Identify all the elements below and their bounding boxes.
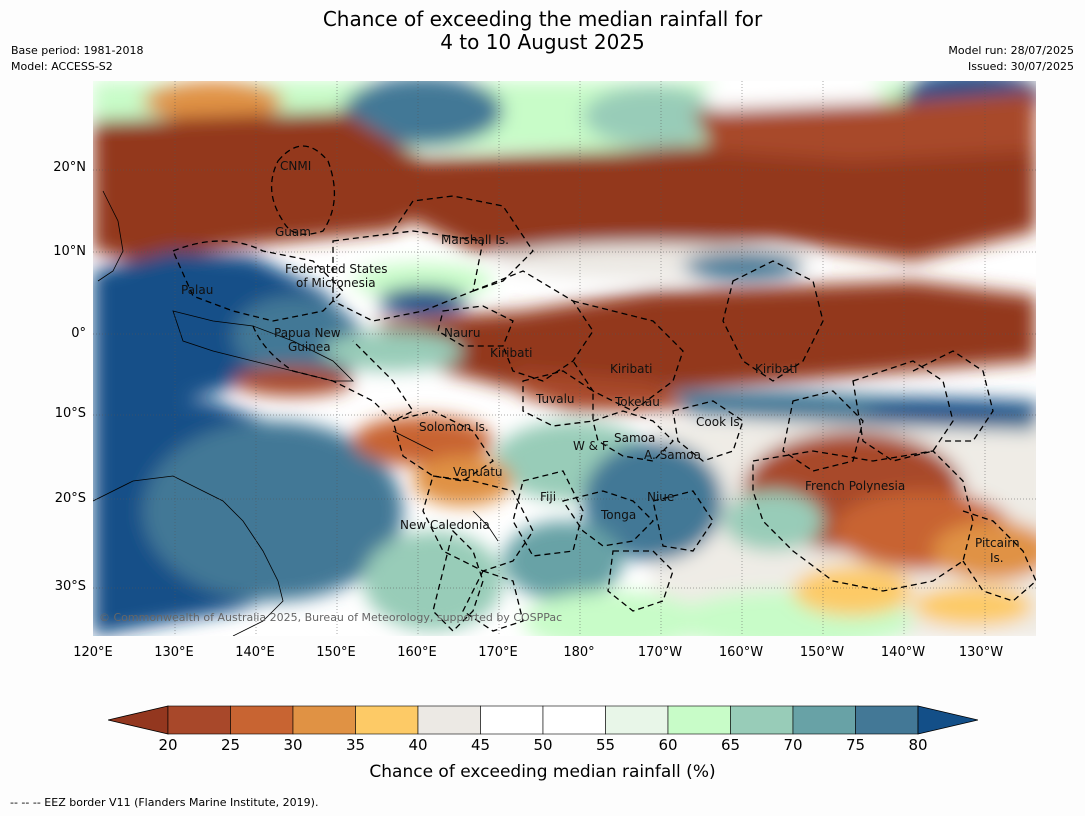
colorbar-tick: 80	[908, 736, 928, 754]
colorbar-swatch	[355, 705, 419, 735]
colorbar-tick: 25	[220, 736, 241, 754]
lon-tick-160w: 160°W	[718, 645, 764, 660]
label-cook-islands: Cook Is.	[696, 415, 743, 429]
colorbar-over-arrow	[917, 705, 979, 735]
colorbar-under-arrow	[107, 705, 169, 735]
label-pitcairn-line1: Pitcairn	[975, 536, 1020, 550]
label-guam: Guam	[275, 225, 311, 239]
colorbar-swatch	[667, 705, 731, 735]
colorbar-tick: 55	[595, 736, 616, 754]
colorbar-swatch	[292, 705, 356, 735]
probability-field	[93, 81, 1036, 636]
coastlines	[93, 190, 499, 636]
rainfall-map: CNMI Guam Marshall Is. Federated States …	[93, 81, 1036, 636]
label-vanuatu: Vanuatu	[453, 465, 503, 479]
colorbar-tick: 60	[658, 736, 678, 754]
colorbar-tick: 20	[158, 736, 178, 754]
colorbar	[107, 705, 979, 735]
colorbar-swatch	[417, 705, 481, 735]
map-title-line2: 4 to 10 August 2025	[440, 30, 645, 54]
colorbar-tick: 30	[283, 736, 303, 754]
model-run-label: Model run: 28/07/2025	[948, 44, 1074, 57]
colorbar-tick: 70	[783, 736, 803, 754]
colorbar-tick: 75	[845, 736, 866, 754]
colorbar-tick: 50	[533, 736, 553, 754]
label-kiribati-central: Kiribati	[610, 362, 652, 376]
label-pitcairn-line2: Is.	[990, 551, 1004, 565]
label-nauru: Nauru	[444, 326, 480, 340]
colorbar-tick: 45	[470, 736, 491, 754]
lon-tick-130w: 130°W	[958, 645, 1004, 660]
eez-footnote: -- -- -- EEZ border V11 (Flanders Marine…	[10, 796, 319, 809]
colorbar-swatch	[792, 705, 856, 735]
colorbar-swatch	[605, 705, 669, 735]
label-tonga: Tonga	[600, 508, 636, 522]
copyright-credit: © Commonwealth of Australia 2025, Bureau…	[99, 611, 562, 624]
label-french-polynesia: French Polynesia	[805, 479, 905, 493]
label-fsm-line1: Federated States	[285, 262, 387, 276]
label-niue: Niue	[647, 490, 674, 504]
label-solomon: Solomon Is.	[419, 420, 489, 434]
label-tuvalu: Tuvalu	[535, 392, 575, 406]
colorbar-tick: 35	[345, 736, 366, 754]
label-samoa: Samoa	[614, 431, 655, 445]
rainfall-map-svg: CNMI Guam Marshall Is. Federated States …	[93, 81, 1036, 636]
lon-tick-120e: 120°E	[73, 645, 113, 660]
lon-tick-140e: 140°E	[235, 645, 275, 660]
lon-tick-150w: 150°W	[799, 645, 845, 660]
colorbar-tick: 65	[720, 736, 741, 754]
lat-tick-equator: 0°	[71, 326, 86, 341]
colorbar-swatch	[730, 705, 794, 735]
label-new-caledonia: New Caledonia	[400, 518, 490, 532]
lon-tick-160e: 160°E	[397, 645, 437, 660]
colorbar-svg	[107, 705, 979, 735]
lon-tick-150e: 150°E	[316, 645, 356, 660]
lat-tick-30s: 30°S	[54, 579, 86, 594]
lon-tick-170w: 170°W	[637, 645, 683, 660]
label-wallis-futuna: W & F	[573, 439, 609, 453]
colorbar-label: Chance of exceeding median rainfall (%)	[369, 762, 716, 782]
lat-tick-20n: 20°N	[53, 160, 86, 175]
label-palau: Palau	[181, 283, 213, 297]
colorbar-swatch	[167, 705, 231, 735]
model-label: Model: ACCESS-S2	[11, 60, 113, 73]
label-kiribati-east: Kiribati	[755, 362, 797, 376]
lat-tick-10s: 10°S	[54, 406, 86, 421]
lat-tick-10n: 10°N	[53, 244, 86, 259]
map-title-line1: Chance of exceeding the median rainfall …	[322, 7, 763, 31]
lon-tick-140w: 140°W	[880, 645, 926, 660]
label-fsm-line2: of Micronesia	[296, 276, 376, 290]
lon-tick-170e: 170°E	[478, 645, 518, 660]
colorbar-swatch	[480, 705, 544, 735]
label-kiribati-west: Kiribati	[490, 346, 532, 360]
label-tokelau: Tokelau	[614, 395, 660, 409]
base-period-label: Base period: 1981-2018	[11, 44, 144, 57]
lon-tick-180: 180°	[563, 645, 595, 660]
label-png-line1: Papua New	[274, 326, 341, 340]
label-fiji: Fiji	[540, 490, 556, 504]
label-png-line2: Guinea	[288, 340, 331, 354]
colorbar-swatch	[855, 705, 919, 735]
issued-label: Issued: 30/07/2025	[967, 60, 1074, 73]
colorbar-tick: 40	[408, 736, 428, 754]
colorbar-swatch	[542, 705, 606, 735]
eez-borders	[172, 145, 1036, 632]
lat-tick-20s: 20°S	[54, 491, 86, 506]
label-american-samoa: A. Samoa	[644, 448, 701, 462]
colorbar-swatch	[230, 705, 294, 735]
graticule	[93, 81, 1036, 636]
label-cnmi: CNMI	[280, 159, 311, 173]
label-marshall: Marshall Is.	[441, 233, 509, 247]
lon-tick-130e: 130°E	[154, 645, 194, 660]
